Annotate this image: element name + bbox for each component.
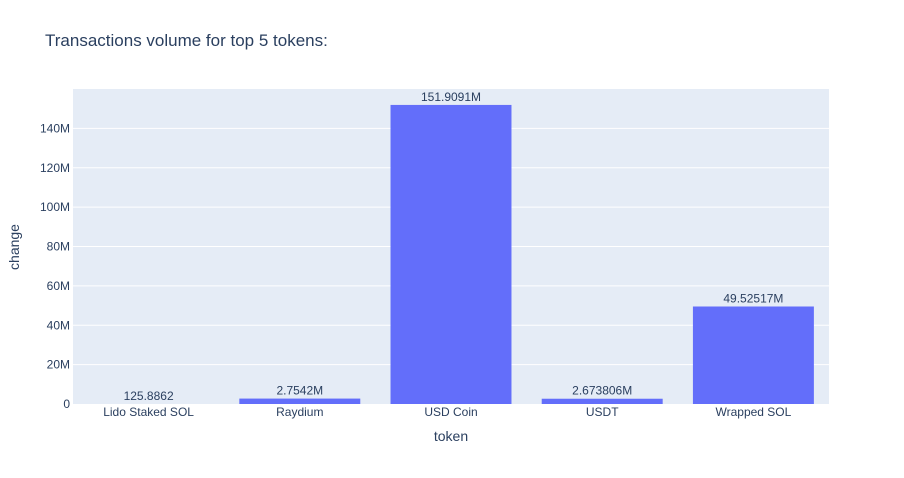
x-tick-label: Raydium <box>276 405 323 419</box>
y-tick-label: 40M <box>47 318 70 332</box>
y-tick-label: 120M <box>40 161 70 175</box>
data-label: 49.52517M <box>723 291 783 305</box>
bar <box>239 398 361 404</box>
x-tick-label: Lido Staked SOL <box>103 405 194 419</box>
y-tick-label: 0 <box>63 397 70 411</box>
bar <box>692 306 814 404</box>
bar <box>541 398 663 404</box>
chart-title: Transactions volume for top 5 tokens: <box>45 31 328 50</box>
y-tick-label: 60M <box>47 279 70 293</box>
y-axis-ticks: 0 20M 40M 60M 80M 100M 120M 140M <box>40 121 70 411</box>
data-label: 125.8862 <box>124 389 174 403</box>
y-tick-label: 100M <box>40 200 70 214</box>
x-axis-title: token <box>434 428 468 444</box>
x-tick-label: Wrapped SOL <box>715 405 791 419</box>
data-label: 151.9091M <box>421 90 481 104</box>
data-labels: 125.8862 2.7542M 151.9091M 2.673806M 49.5251… <box>124 90 784 403</box>
data-label: 2.673806M <box>572 384 632 398</box>
bars <box>88 104 814 405</box>
bar <box>390 104 512 405</box>
data-label: 2.7542M <box>276 384 323 398</box>
y-tick-label: 80M <box>47 240 70 254</box>
y-axis-title: change <box>6 224 22 270</box>
x-tick-label: USDT <box>586 405 619 419</box>
y-tick-label: 20M <box>47 358 70 372</box>
x-axis-ticks: Lido Staked SOL Raydium USD Coin USDT Wrappe… <box>103 405 791 419</box>
y-tick-label: 140M <box>40 121 70 135</box>
x-tick-label: USD Coin <box>424 405 477 419</box>
